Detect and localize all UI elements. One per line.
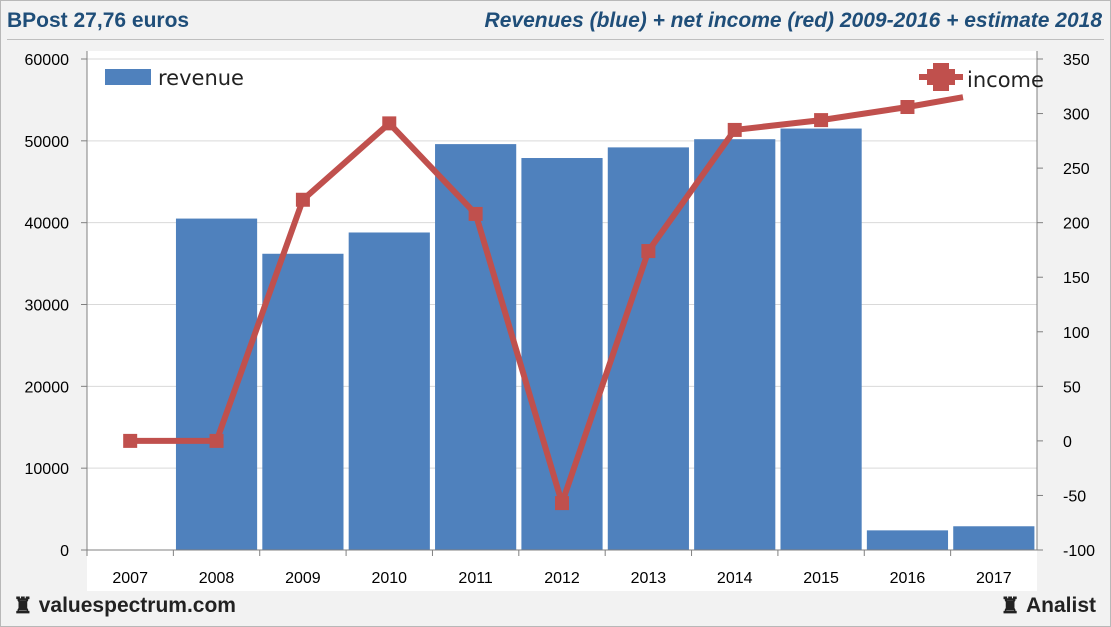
right-tick-label: 0 (1063, 434, 1072, 451)
right-tick-label: 300 (1063, 107, 1090, 124)
right-tick-label: 100 (1063, 325, 1090, 342)
x-tick-label: 2008 (199, 570, 235, 587)
left-tick-label: 40000 (25, 216, 70, 233)
footer-brand: ♜ valuespectrum.com (13, 594, 236, 618)
income-marker (123, 433, 138, 448)
x-tick-label: 2009 (285, 570, 321, 587)
left-tick-label: 0 (60, 543, 69, 560)
revenue-bar (521, 158, 603, 551)
chess-rook-icon: ♜ (13, 593, 33, 618)
revenue-bar (694, 139, 776, 551)
x-tick-label: 2012 (544, 570, 580, 587)
income-marker (382, 116, 397, 131)
right-tick-label: 350 (1063, 52, 1090, 69)
legend-revenue-swatch (105, 69, 151, 85)
right-tick-label: 150 (1063, 270, 1090, 287)
chart-title: Revenues (blue) + net income (red) 2009-… (484, 9, 1102, 32)
income-marker (727, 122, 742, 137)
revenue-bar (435, 144, 517, 550)
footer-analist: ♜ Analist (1000, 594, 1096, 618)
revenue-bar (175, 218, 258, 550)
legend-income-marker-h (927, 69, 955, 85)
right-tick-label: -50 (1063, 488, 1086, 505)
revenue-bar (348, 232, 430, 550)
revenue-bar (780, 128, 862, 550)
revenue-bar (866, 530, 949, 550)
x-tick-label: 2011 (458, 570, 493, 587)
x-tick-label: 2015 (803, 570, 839, 587)
x-tick-label: 2014 (717, 570, 753, 587)
x-tick-label: 2016 (890, 570, 926, 587)
header-divider (7, 39, 1104, 40)
left-tick-label: 10000 (25, 461, 70, 478)
legend-income-label: income (967, 68, 1044, 92)
right-tick-label: -100 (1063, 543, 1095, 560)
income-marker (641, 244, 656, 259)
revenue-bar (953, 526, 1035, 550)
left-tick-label: 30000 (25, 298, 70, 315)
right-tick-label: 250 (1063, 161, 1090, 178)
right-tick-label: 50 (1063, 379, 1081, 396)
footer-analist-text: Analist (1025, 594, 1096, 617)
x-tick-label: 2007 (112, 570, 148, 587)
right-tick-label: 200 (1063, 216, 1090, 233)
income-marker (814, 113, 829, 128)
legend-revenue-label: revenue (158, 66, 244, 90)
x-tick-label: 2013 (631, 570, 667, 587)
chess-rook-icon: ♜ (1000, 593, 1020, 618)
left-tick-label: 50000 (25, 134, 70, 151)
income-marker (468, 206, 483, 221)
x-tick-label: 2017 (976, 570, 1012, 587)
footer-site-text: valuespectrum.com (38, 594, 236, 617)
x-tick-label: 2010 (371, 570, 407, 587)
income-marker (209, 433, 224, 448)
stock-title: BPost 27,76 euros (7, 9, 190, 32)
income-marker (295, 192, 310, 207)
left-tick-label: 60000 (25, 52, 70, 69)
income-marker (555, 496, 569, 511)
income-marker (900, 100, 915, 115)
left-tick-label: 20000 (25, 379, 70, 396)
revenue-bar (262, 253, 344, 550)
